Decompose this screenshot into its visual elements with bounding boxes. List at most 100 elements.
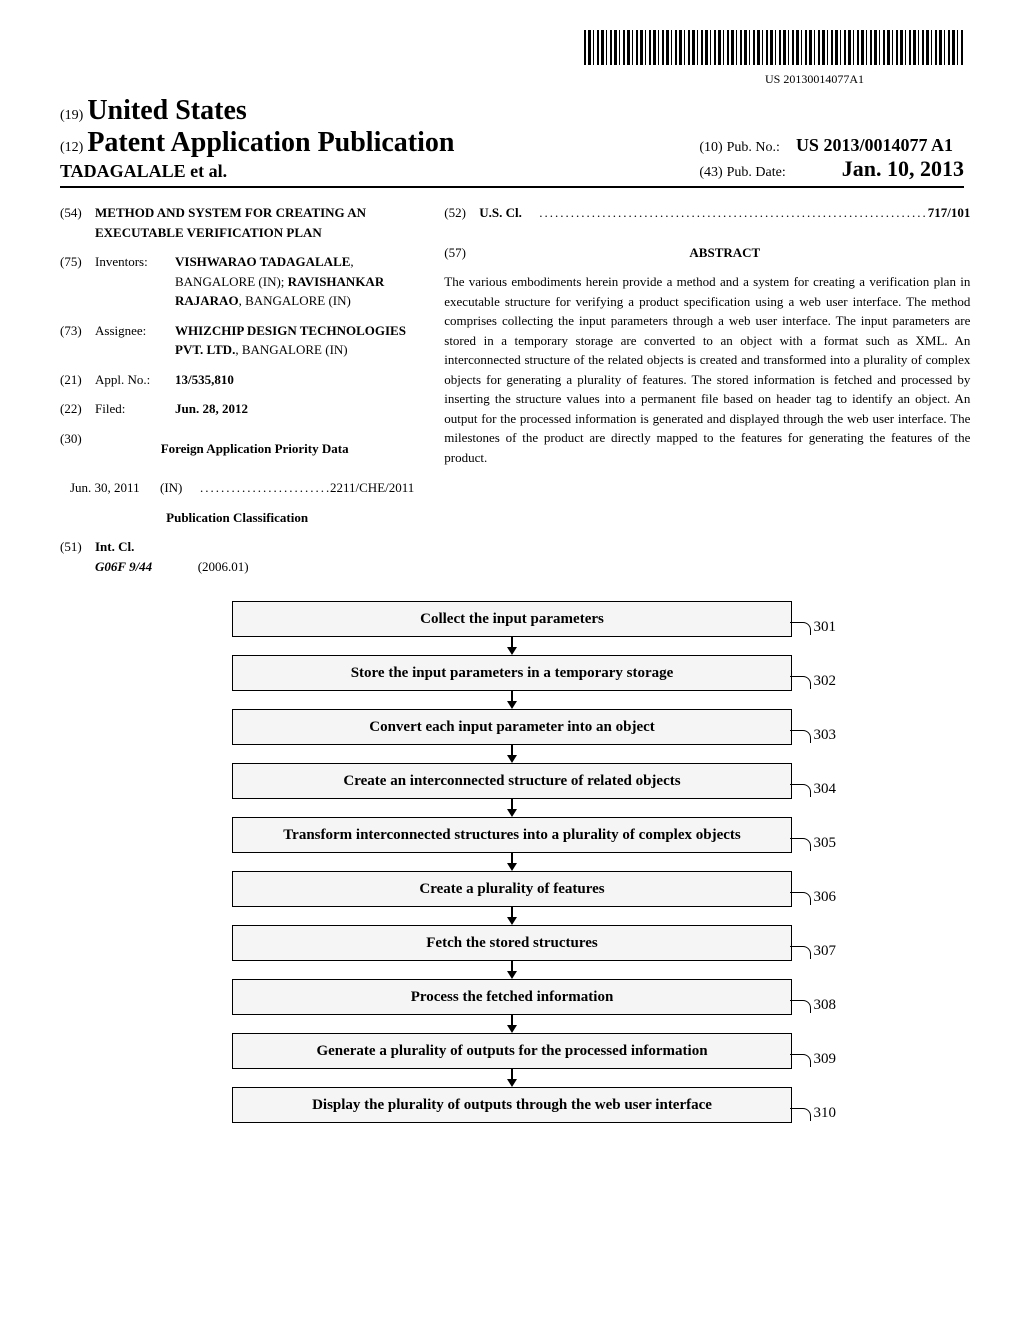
title-code: (54)	[60, 203, 95, 242]
intcl-class: G06F 9/44	[95, 559, 152, 574]
flow-arrow-head	[507, 917, 517, 925]
inventors-field: (75) Inventors: VISHWARAO TADAGALALE, BA…	[60, 252, 414, 311]
flow-arrow-head	[507, 1025, 517, 1033]
country-code: (19)	[60, 108, 83, 123]
authors-line: TADAGALALE et al.	[60, 161, 454, 182]
pubdate-label: Pub. Date:	[727, 165, 786, 180]
uscl-num: 717/101	[928, 203, 971, 223]
flow-ref-label: 301	[814, 619, 837, 636]
inventors-value: VISHWARAO TADAGALALE, BANGALORE (IN); RA…	[175, 252, 414, 311]
flow-arrow-head	[507, 809, 517, 817]
priority-dots	[200, 478, 330, 498]
pubno-label: Pub. No.:	[727, 140, 780, 155]
abstract-heading-row: (57) ABSTRACT	[444, 243, 970, 273]
flow-arrow-line	[511, 907, 513, 917]
flow-node-309: Generate a plurality of outputs for the …	[232, 1033, 792, 1069]
flow-ref-label: 305	[814, 835, 837, 852]
abstract-text: The various embodiments herein provide a…	[444, 272, 970, 467]
flow-lead	[790, 676, 811, 689]
pubdate-code: (43)	[699, 165, 722, 180]
left-column: (54) METHOD AND SYSTEM FOR CREATING AN E…	[60, 203, 414, 576]
barcode	[584, 30, 964, 65]
filed-value: Jun. 28, 2012	[175, 399, 414, 419]
uscl-value: U.S. Cl. 717/101	[479, 203, 970, 223]
patent-page: US 20130014077A1 (19) United States (12)…	[0, 0, 1024, 1153]
pubdate: Jan. 10, 2013	[842, 156, 964, 181]
flow-lead	[790, 892, 811, 905]
flow-lead	[790, 784, 811, 797]
pub-type: Patent Application Publication	[87, 127, 454, 158]
flow-arrow-line	[511, 745, 513, 755]
flow-arrow-line	[511, 1069, 513, 1079]
flow-arrow-line	[511, 691, 513, 701]
assignee-code: (73)	[60, 321, 95, 360]
flow-node-303: Convert each input parameter into an obj…	[232, 709, 792, 745]
flow-lead	[790, 838, 811, 851]
filed-field: (22) Filed: Jun. 28, 2012	[60, 399, 414, 419]
flow-node-304: Create an interconnected structure of re…	[232, 763, 792, 799]
flow-node-305: Transform interconnected structures into…	[232, 817, 792, 853]
flow-ref-label: 307	[814, 943, 837, 960]
filed-label: Filed:	[95, 399, 175, 419]
flow-ref-label: 309	[814, 1051, 837, 1068]
flow-lead	[790, 1054, 811, 1067]
uscl-dots	[539, 203, 928, 223]
flow-node-308: Process the fetched information308	[232, 979, 792, 1015]
abstract-heading: ABSTRACT	[479, 243, 970, 263]
pub-code: (12)	[60, 140, 83, 155]
flow-lead	[790, 946, 811, 959]
flow-ref-label: 302	[814, 673, 837, 690]
flow-ref-label: 306	[814, 889, 837, 906]
applno-code: (21)	[60, 370, 95, 390]
barcode-number: US 20130014077A1	[60, 72, 864, 87]
assignee-label: Assignee:	[95, 321, 175, 360]
flow-arrow-line	[511, 637, 513, 647]
flow-arrow-head	[507, 971, 517, 979]
pubno-code: (10)	[699, 140, 722, 155]
abstract-code: (57)	[444, 243, 479, 263]
flow-arrow-line	[511, 961, 513, 971]
flow-ref-label: 310	[814, 1105, 837, 1122]
applno-field: (21) Appl. No.: 13/535,810	[60, 370, 414, 390]
flow-lead	[790, 1108, 811, 1121]
flow-node-307: Fetch the stored structures307	[232, 925, 792, 961]
flow-ref-label: 304	[814, 781, 837, 798]
flow-arrow-head	[507, 701, 517, 709]
flow-arrow-line	[511, 1015, 513, 1025]
inventors-label: Inventors:	[95, 252, 175, 311]
flow-arrow-head	[507, 755, 517, 763]
header-row: (19) United States (12) Patent Applicati…	[60, 95, 964, 188]
assignee-field: (73) Assignee: WHIZCHIP DESIGN TECHNOLOG…	[60, 321, 414, 360]
flow-arrow-head	[507, 1079, 517, 1087]
uscl-field: (52) U.S. Cl. 717/101	[444, 203, 970, 223]
pubclass-heading: Publication Classification	[60, 508, 414, 528]
flow-node-302: Store the input parameters in a temporar…	[232, 655, 792, 691]
assignee-loc: , BANGALORE (IN)	[235, 342, 347, 357]
priority-date: Jun. 30, 2011	[70, 478, 160, 498]
barcode-area: US 20130014077A1	[60, 30, 964, 87]
priority-country: (IN)	[160, 478, 200, 498]
biblio-columns: (54) METHOD AND SYSTEM FOR CREATING AN E…	[60, 203, 964, 576]
flow-arrow-head	[507, 863, 517, 871]
priority-heading-row: (30) Foreign Application Priority Data	[60, 429, 414, 469]
intcl-value: Int. Cl. G06F 9/44 (2006.01)	[95, 537, 414, 576]
intcl-label: Int. Cl.	[95, 539, 134, 554]
uscl-code: (52)	[444, 203, 479, 223]
flow-lead	[790, 730, 811, 743]
intcl-year: (2006.01)	[198, 559, 249, 574]
header-right: (10) Pub. No.: US 2013/0014077 A1 (43) P…	[699, 135, 964, 182]
flow-ref-label: 308	[814, 997, 837, 1014]
priority-number: 2211/CHE/2011	[330, 478, 414, 498]
flow-lead	[790, 622, 811, 635]
assignee-value: WHIZCHIP DESIGN TECHNOLOGIES PVT. LTD., …	[175, 321, 414, 360]
priority-code: (30)	[60, 429, 95, 469]
flow-arrow-line	[511, 853, 513, 863]
priority-data-row: Jun. 30, 2011 (IN) 2211/CHE/2011	[70, 478, 414, 498]
flow-ref-label: 303	[814, 727, 837, 744]
uscl-label: U.S. Cl.	[479, 203, 539, 223]
flowchart: Collect the input parameters301Store the…	[232, 601, 792, 1123]
inventor1-name: VISHWARAO TADAGALALE	[175, 254, 350, 269]
flow-lead	[790, 1000, 811, 1013]
title-text: METHOD AND SYSTEM FOR CREATING AN EXECUT…	[95, 203, 414, 242]
intcl-code: (51)	[60, 537, 95, 576]
